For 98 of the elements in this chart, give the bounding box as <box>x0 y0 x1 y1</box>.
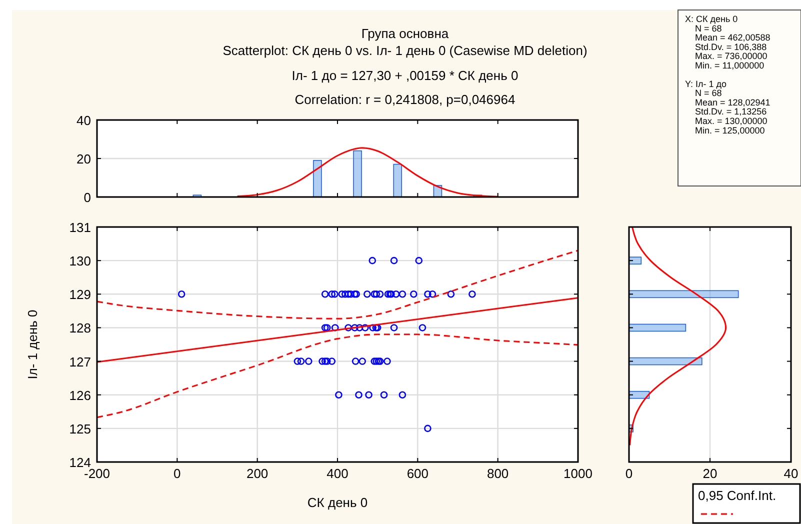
x-tick-label: 400 <box>326 466 348 481</box>
point <box>323 324 331 332</box>
point <box>447 290 455 298</box>
point <box>318 358 326 365</box>
bar <box>629 256 642 264</box>
text: Mean = 462,00588 <box>695 32 770 43</box>
point <box>384 358 391 365</box>
point <box>362 324 369 332</box>
point <box>321 358 329 365</box>
point <box>390 324 398 332</box>
x-tick-label: 20 <box>702 466 718 481</box>
text: Y: Іл- 1 до <box>685 78 727 89</box>
point <box>344 290 352 298</box>
point <box>392 290 400 298</box>
bar <box>629 324 686 332</box>
text: Іл- 1 до = 127,30 + ,00159 * СК день 0 <box>292 68 518 83</box>
line-series <box>97 334 578 418</box>
point <box>398 290 406 298</box>
point <box>328 358 336 365</box>
point <box>424 424 432 432</box>
point <box>338 290 346 298</box>
line-series <box>97 250 578 320</box>
point <box>358 358 366 365</box>
point <box>369 324 376 332</box>
point <box>331 290 338 298</box>
x-tick-label: 200 <box>246 466 268 481</box>
point <box>372 358 380 365</box>
y-tick-label: 131 <box>69 220 91 235</box>
text: N = 68 <box>695 23 722 34</box>
point <box>372 290 380 298</box>
x-tick-label: 40 <box>784 466 798 481</box>
point <box>380 391 388 399</box>
point <box>344 324 352 332</box>
point <box>328 290 336 298</box>
point <box>424 290 432 298</box>
text: Mean = 128,02941 <box>695 97 770 108</box>
point <box>294 358 302 365</box>
x-tick-label: 0 <box>625 466 633 481</box>
point <box>297 358 305 365</box>
text: Std.Dv. = 106,388 <box>695 42 767 52</box>
point <box>356 324 364 332</box>
x-tick-label: 800 <box>486 466 509 481</box>
y-tick-label: 40 <box>76 113 91 128</box>
bar <box>629 357 702 366</box>
point <box>352 358 360 365</box>
point <box>178 290 186 298</box>
y-axis-title: Іл- 1 день 0 <box>25 310 40 380</box>
y-tick-label: 126 <box>69 388 91 403</box>
bar <box>393 164 402 197</box>
point <box>335 391 342 399</box>
point <box>468 290 476 298</box>
text: N = 68 <box>695 88 722 98</box>
point <box>365 391 372 399</box>
point <box>304 358 312 365</box>
y-tick-label: 0 <box>84 190 91 205</box>
point <box>364 290 371 298</box>
point <box>341 290 349 298</box>
point <box>370 358 378 365</box>
x-tick-label: 600 <box>406 466 429 481</box>
point <box>331 324 339 332</box>
point <box>398 391 406 399</box>
point <box>384 290 392 298</box>
x-tick-label: 1000 <box>564 466 592 481</box>
point <box>351 324 358 332</box>
text: Max. = 130,00000 <box>695 116 768 126</box>
y-tick-label: 20 <box>76 152 91 166</box>
text: X: СК день 0 <box>685 14 738 24</box>
bar <box>313 160 322 197</box>
point <box>376 290 384 298</box>
x-axis-title: СК день 0 <box>307 495 368 510</box>
text: 0,95 Conf.Int. <box>698 488 776 503</box>
point <box>321 290 329 298</box>
text: Correlation: r = 0,241808, p=0,046964 <box>294 92 516 107</box>
point <box>355 391 362 399</box>
point <box>410 290 418 298</box>
text: Max. = 736,00000 <box>695 51 768 62</box>
point <box>370 290 378 298</box>
bar <box>629 290 739 298</box>
line-series <box>236 147 499 197</box>
x-tick-label: 0 <box>174 466 181 481</box>
point <box>418 324 426 332</box>
point <box>428 290 436 298</box>
y-tick-label: 127 <box>69 354 91 370</box>
point <box>323 358 331 365</box>
text: Min. = 125,00000 <box>695 125 765 136</box>
y-tick-label: 129 <box>69 287 91 302</box>
chart-subtitle: Scatterplot: СК день 0 vs. Іл- 1 день 0 (Casewise MD deletion) <box>222 43 588 58</box>
point <box>368 256 376 264</box>
text: Std.Dv. = 1,13256 <box>695 106 767 117</box>
y-tick-label: 125 <box>69 421 91 436</box>
bar <box>353 150 362 197</box>
point <box>390 256 398 264</box>
point <box>321 324 329 332</box>
chart-title: Група основна <box>361 26 450 41</box>
point <box>415 256 423 264</box>
y-tick-label: 128 <box>69 320 91 336</box>
y-tick-label: 130 <box>69 254 91 269</box>
text: Min. = 11,000000 <box>695 60 764 70</box>
